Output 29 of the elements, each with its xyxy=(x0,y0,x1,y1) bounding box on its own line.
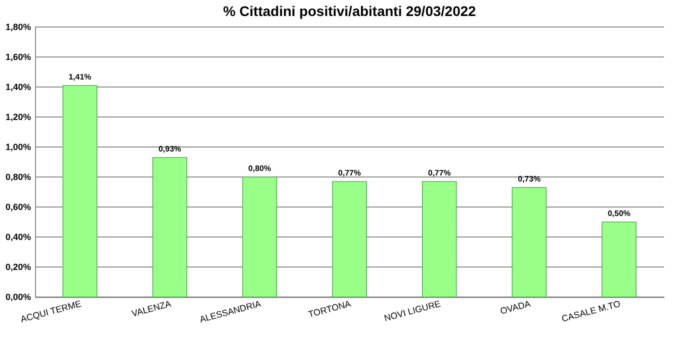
y-tick-label: 0,00% xyxy=(5,292,31,302)
y-tick-label: 1,80% xyxy=(5,22,31,32)
y-tick-label: 1,20% xyxy=(5,112,31,122)
bar xyxy=(422,181,457,298)
y-tick-label: 1,40% xyxy=(5,82,31,92)
data-label: 0,77% xyxy=(428,168,451,178)
bar xyxy=(512,187,547,298)
data-label: 0,80% xyxy=(248,164,271,173)
y-tick-label: 0,80% xyxy=(5,172,31,182)
y-tick-label: 1,00% xyxy=(5,142,31,152)
bar xyxy=(602,222,636,298)
y-tick-label: 0,40% xyxy=(5,232,31,242)
data-label: 0,77% xyxy=(338,168,361,178)
y-tick-label: 0,60% xyxy=(5,202,31,212)
y-tick-label: 1,60% xyxy=(5,52,31,62)
chart-title: % Cittadini positivi/abitanti 29/03/2022 xyxy=(223,3,476,19)
x-tick-label: VALENZA xyxy=(130,298,172,319)
data-label: 0,50% xyxy=(608,209,630,218)
x-tick-label: OVADA xyxy=(499,298,532,316)
data-label: 0,73% xyxy=(518,174,541,184)
data-label: 1,41% xyxy=(68,72,92,82)
bar xyxy=(242,176,278,298)
bar xyxy=(332,181,367,298)
x-tick-label: CASALE M.TO xyxy=(560,298,622,324)
y-tick-label: 0,20% xyxy=(5,262,31,272)
x-tick-label: NOVI LIGURE xyxy=(383,298,442,324)
bar xyxy=(152,157,188,298)
data-label: 0,93% xyxy=(158,144,182,154)
bar xyxy=(62,85,98,298)
